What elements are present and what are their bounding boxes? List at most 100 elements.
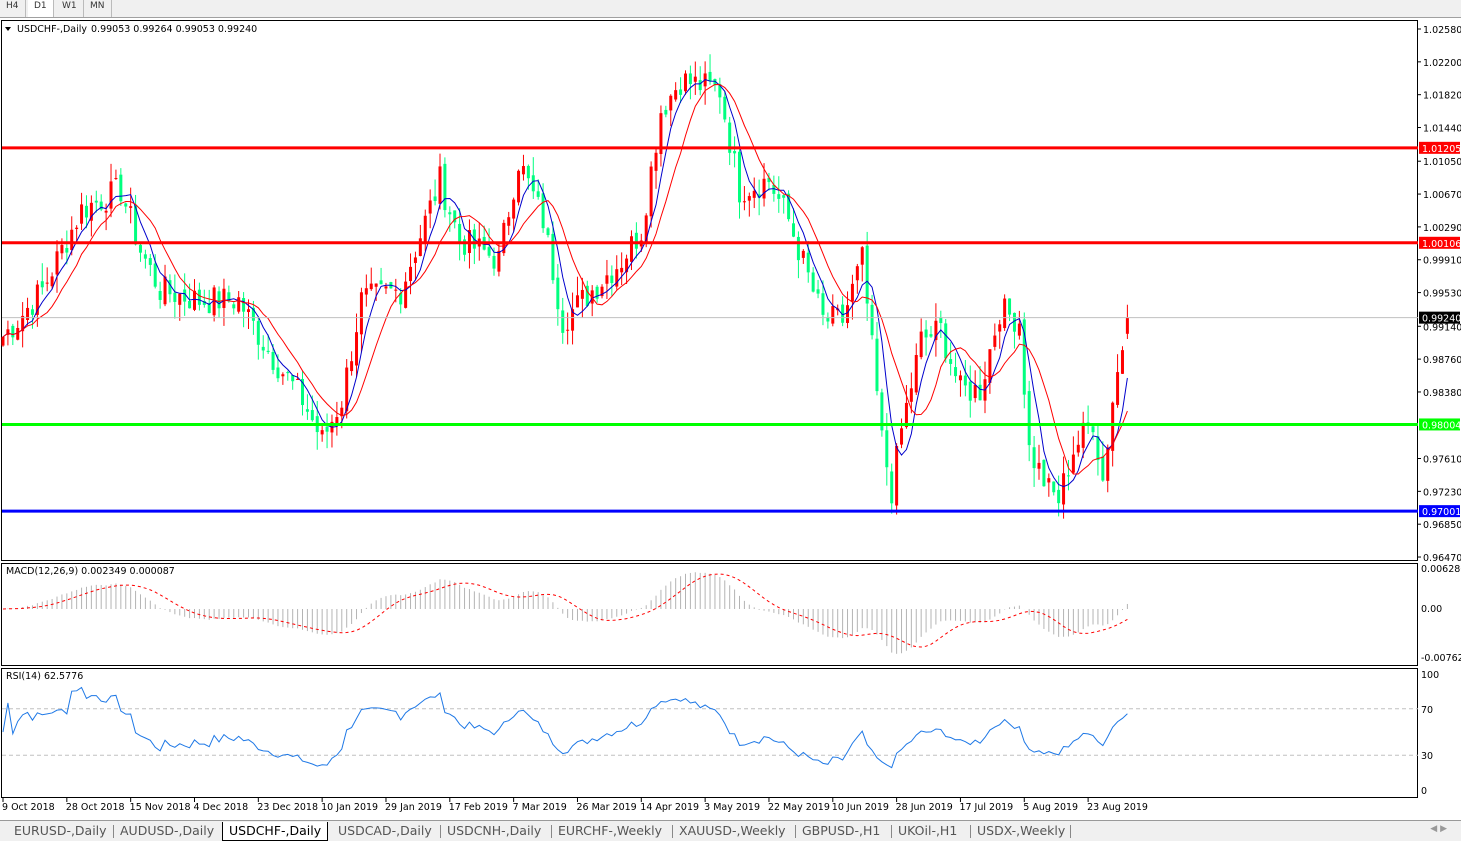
symbol-tab[interactable]: EURCHF-,Weekly (558, 823, 663, 838)
candle-body (733, 151, 737, 154)
tab-separator (970, 825, 971, 838)
symbol-tab[interactable]: USDCAD-,Daily (338, 823, 432, 838)
candle-body (585, 285, 589, 307)
candle-body (1081, 422, 1085, 448)
macd-label: MACD(12,26,9) 0.002349 0.000087 (6, 566, 175, 577)
candle-body (939, 317, 943, 324)
candle-body (291, 375, 295, 382)
candle-body (55, 251, 59, 275)
symbol-tabs-bar: ◀ ▶ EURUSD-,Daily AUDUSD-,Daily USDCHF-,Da… (0, 820, 1461, 841)
candle-body (364, 288, 368, 295)
candle-body (138, 244, 142, 253)
candle-body (448, 212, 452, 215)
candle-body (1062, 473, 1066, 505)
symbol-tab[interactable]: EURUSD-,Daily (14, 823, 107, 838)
candle-body (801, 250, 805, 258)
candle-body (443, 163, 447, 211)
candle-body (305, 409, 309, 412)
candle-body (683, 73, 687, 92)
candle-body (649, 166, 653, 217)
candle-body (227, 292, 231, 302)
rsi-axis-label: 30 (1421, 751, 1433, 762)
candle-body (1071, 454, 1075, 473)
candle-body (792, 223, 796, 237)
candle-body (109, 181, 113, 209)
rsi-panel (1, 668, 1418, 798)
rsi-label: RSI(14) 62.5776 (6, 671, 83, 682)
candle-body (143, 254, 147, 259)
price-chart[interactable]: 1.01205 1.00106 0.98004 0.97001 1.02580 1.022… (0, 18, 1461, 820)
candle-body (418, 238, 422, 257)
candle-body (1101, 456, 1105, 481)
candle-body (438, 166, 442, 204)
candle-body (80, 204, 84, 224)
candle-body (1008, 298, 1012, 315)
candle-body (16, 327, 20, 340)
candle-body (806, 252, 810, 273)
candle-body (75, 227, 79, 230)
candle-body (247, 309, 250, 313)
candle-body (222, 288, 226, 308)
symbol-tab[interactable]: USDX-,Weekly (977, 823, 1066, 838)
candle-body (531, 175, 535, 192)
candle-body (556, 277, 560, 310)
candle-body (183, 289, 187, 302)
macd-axis-label: -0.00762 (1421, 653, 1461, 664)
candle-body (1111, 402, 1115, 451)
candle-body (885, 430, 889, 468)
candle-body (595, 286, 599, 299)
timeframe-mn[interactable]: MN (84, 0, 112, 17)
symbol-tab[interactable]: UKOil-,H1 (898, 823, 958, 838)
candle-body (369, 283, 373, 290)
date-axis-label: 23 Dec 2018 (257, 802, 318, 813)
price-axis-label: 0.98760 (1423, 355, 1461, 366)
candle-body (738, 151, 741, 203)
candle-body (629, 236, 633, 262)
candle-body (708, 71, 712, 82)
price-axis-label: 1.00290 (1423, 223, 1461, 234)
ma-slow-line (2, 83, 1128, 475)
candle-body (988, 349, 992, 383)
candle-body (924, 329, 928, 338)
collapse-triangle-icon (5, 27, 11, 31)
date-axis-label: 23 Aug 2019 (1087, 802, 1148, 813)
timeframe-w1[interactable]: W1 (56, 0, 84, 17)
candle-body (492, 255, 496, 269)
candle-body (855, 266, 859, 281)
candle-body (919, 331, 923, 358)
candle-body (124, 203, 128, 207)
symbol-tab[interactable]: USDCHF-,Daily (222, 822, 329, 841)
candle-body (978, 384, 982, 401)
symbol-tab[interactable]: AUDUSD-,Daily (120, 823, 215, 838)
candle-body (865, 245, 869, 304)
candle-body (374, 283, 378, 287)
tab-scroll-arrows-icon[interactable]: ◀ ▶ (1430, 824, 1447, 834)
candle-body (428, 200, 432, 214)
candle-body (850, 283, 854, 301)
timeframe-d1[interactable]: D1 (28, 0, 54, 17)
candle-body (6, 329, 10, 335)
candle-body (1066, 475, 1070, 477)
candle-body (497, 250, 501, 272)
candle-body (958, 375, 962, 381)
candle-body (669, 95, 673, 111)
candle-body (394, 289, 398, 291)
date-axis-label: 14 Apr 2019 (640, 802, 699, 813)
candle-body (271, 352, 275, 370)
candle-body (782, 195, 786, 198)
candle-body (767, 177, 771, 183)
candle-body (1091, 426, 1095, 433)
timeframe-h4[interactable]: H4 (0, 0, 26, 17)
candle-body (507, 217, 511, 226)
symbol-tab[interactable]: GBPUSD-,H1 (802, 823, 881, 838)
candle-body (610, 275, 614, 284)
symbol-tab[interactable]: USDCNH-,Daily (447, 823, 542, 838)
candle-body (526, 165, 530, 179)
candle-body (158, 290, 162, 300)
candle-body (99, 201, 103, 210)
candle-body (762, 178, 766, 199)
symbol-tab[interactable]: XAUUSD-,Weekly (679, 823, 786, 838)
rsi-line (2, 686, 1128, 769)
candle-body (487, 247, 491, 256)
candle-body (713, 79, 717, 85)
